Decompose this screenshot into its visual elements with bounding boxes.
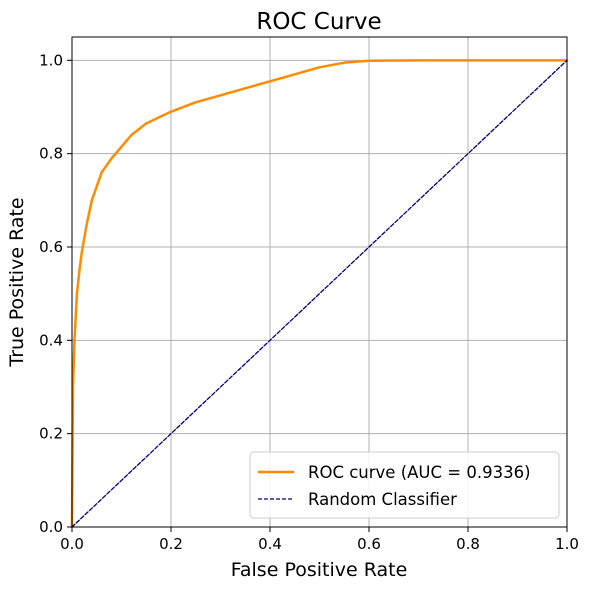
- y-axis-title: True Positive Rate: [6, 197, 28, 367]
- x-axis-ticks: 0.0 0.2 0.4 0.6 0.8 1.0: [60, 527, 579, 553]
- x-axis-title: False Positive Rate: [231, 559, 408, 581]
- y-tick-label: 1.0: [39, 51, 63, 69]
- x-tick-label: 0.0: [60, 535, 84, 553]
- x-tick-label: 1.0: [555, 535, 579, 553]
- random-classifier-line: [71, 59, 568, 528]
- legend-label-random: Random Classifier: [308, 490, 457, 509]
- legend-label-roc: ROC curve (AUC = 0.9336): [308, 463, 531, 482]
- y-tick-label: 0.2: [39, 425, 63, 443]
- plot-frame: [71, 36, 568, 528]
- y-tick-label: 0.6: [39, 238, 63, 256]
- x-tick-label: 0.8: [456, 535, 480, 553]
- y-tick-label: 0.4: [39, 331, 63, 349]
- chart-title: ROC Curve: [256, 9, 381, 35]
- roc-curve-line: [70, 59, 569, 529]
- plot-series: [70, 59, 569, 529]
- y-axis-ticks: 0.0 0.2 0.4 0.6 0.8 1.0: [39, 51, 72, 536]
- x-tick-label: 0.2: [159, 535, 183, 553]
- y-tick-label: 0.0: [39, 518, 63, 536]
- y-tick-label: 0.8: [39, 145, 63, 163]
- x-tick-label: 0.4: [258, 535, 282, 553]
- legend: ROC curve (AUC = 0.9336) Random Classifi…: [249, 451, 560, 519]
- legend-box: [249, 451, 560, 519]
- x-tick-label: 0.6: [357, 535, 381, 553]
